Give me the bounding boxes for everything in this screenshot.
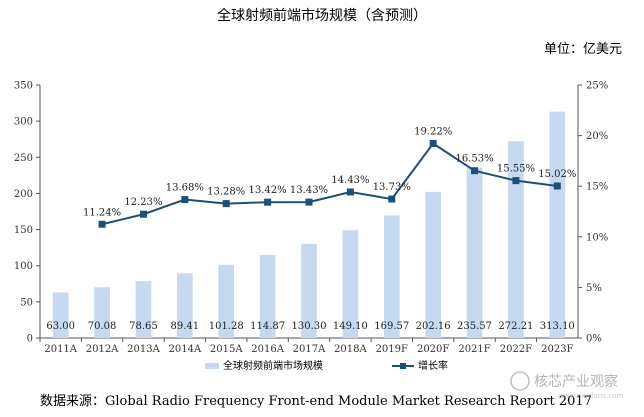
right-tick-label: 20% (586, 131, 608, 142)
legend-swatch-bars (205, 363, 219, 369)
right-tick-label: 25% (586, 81, 608, 92)
x-tick-label: 2012A (86, 344, 119, 355)
right-tick-label: 5% (586, 283, 602, 294)
left-tick-label: 350 (14, 81, 33, 92)
growth-point (471, 167, 479, 175)
bar (301, 243, 317, 338)
x-tick-label: 2015A (210, 344, 243, 355)
growth-point-label: 13.42% (249, 185, 287, 196)
growth-point (553, 182, 561, 190)
left-tick-label: 50 (20, 297, 33, 308)
x-tick-label: 2021F (458, 344, 490, 355)
x-tick-label: 2017A (293, 344, 326, 355)
bar-value-label: 70.08 (88, 321, 117, 332)
bar-value-label: 272.21 (498, 321, 533, 332)
growth-point (429, 139, 437, 147)
right-tick-label: 0% (586, 334, 602, 345)
left-tick-label: 200 (14, 189, 33, 200)
left-tick-label: 150 (14, 225, 33, 236)
bar-value-label: 130.30 (292, 321, 327, 332)
legend-label-bars: 全球射频前端市场规模 (223, 359, 323, 372)
bar (549, 111, 566, 338)
growth-point-label: 13.28% (207, 187, 245, 198)
x-tick-label: 2020F (417, 344, 449, 355)
growth-point-label: 16.53% (455, 154, 493, 165)
bar (52, 292, 69, 338)
x-tick-label: 2022F (500, 344, 532, 355)
growth-line: 11.24%12.23% 13.68% 13.28% 13.42% 13.43%14.4… (83, 126, 576, 228)
bar (135, 281, 152, 338)
growth-point (346, 188, 354, 196)
right-tick-label: 10% (586, 232, 608, 243)
growth-point-label: 13.43% (290, 185, 328, 196)
chart-title: 全球射频前端市场规模（含预测） (217, 7, 427, 24)
bar-value-label: 63.00 (46, 321, 75, 332)
bar (466, 167, 483, 338)
legend: 全球射频前端市场规模 增长率 (205, 359, 448, 372)
growth-point (222, 200, 230, 208)
growth-line-path (101, 142, 558, 226)
growth-point (388, 195, 396, 203)
x-tick-label: 2019F (376, 344, 408, 355)
left-tick-label: 0 (27, 334, 33, 345)
bar-value-label: 169.57 (374, 321, 409, 332)
growth-point-label: 15.02% (538, 169, 576, 180)
bar-value-label: 89.41 (171, 321, 200, 332)
bar (383, 215, 400, 338)
growth-point-label: 12.23% (124, 197, 162, 208)
growth-point (305, 198, 313, 206)
bar-value-label: 114.87 (250, 321, 285, 332)
bar (176, 273, 193, 338)
watermark-sub: www.elecfans.com (558, 392, 623, 400)
bar (425, 191, 442, 338)
bar-value-label: 313.10 (540, 321, 575, 332)
left-tick-label: 100 (14, 261, 33, 272)
growth-point (139, 210, 147, 218)
growth-point (264, 198, 272, 206)
growth-point (181, 196, 189, 204)
growth-point-label: 19.22% (414, 126, 452, 137)
x-tick-label: 2013A (127, 344, 160, 355)
bar (94, 287, 110, 338)
left-tick-label: 250 (14, 153, 33, 164)
legend-label-growth: 增长率 (418, 359, 448, 372)
x-tick-label: 2018A (334, 344, 367, 355)
bar (342, 230, 359, 338)
growth-point-label: 13.68% (166, 183, 204, 194)
x-tick-label: 2011A (44, 344, 77, 355)
legend-marker-growth (400, 363, 406, 369)
x-tick-label: 2023F (541, 344, 573, 355)
bars (52, 111, 566, 338)
growth-point-label: 15.55% (497, 164, 535, 175)
bar-value-label: 78.65 (129, 321, 158, 332)
x-tick-label: 2014A (169, 344, 202, 355)
growth-point-label: 14.43% (331, 175, 369, 186)
bar-value-label: 202.16 (416, 321, 451, 332)
growth-point (512, 177, 520, 185)
left-tick-label: 300 (14, 117, 33, 128)
x-tick-labels: 2011A 2012A 2013A 2014A 2015A 2016A 2017A 2018A… (39, 338, 574, 355)
bar (508, 141, 524, 338)
bar-value-label: 149.10 (333, 321, 368, 332)
bar (259, 254, 276, 338)
unit-label: 单位：亿美元 (544, 42, 622, 57)
bar-labels: 63.00 70.08 78.65 89.41 101.28 114.87 130.30 14… (46, 321, 574, 332)
growth-point-label: 11.24% (83, 207, 121, 218)
source-note: 数据来源：Global Radio Frequency Front-end Mo… (40, 394, 592, 409)
bar (218, 264, 235, 338)
watermark-logo-icon (510, 371, 530, 391)
right-tick-label: 15% (586, 182, 608, 193)
watermark: 核芯产业观察 www.elecfans.com (510, 371, 623, 400)
growth-point (98, 220, 106, 228)
bar-value-label: 235.57 (457, 321, 492, 332)
growth-point-label: 13.73% (373, 182, 411, 193)
x-tick-label: 2016A (251, 344, 284, 355)
bar-value-label: 101.28 (209, 321, 244, 332)
watermark-text: 核芯产业观察 (534, 373, 618, 390)
